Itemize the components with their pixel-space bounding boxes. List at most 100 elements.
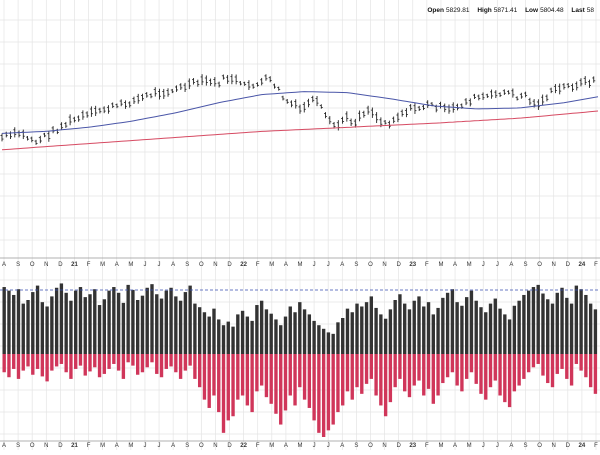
x-tick-label: J (143, 262, 146, 268)
indicator-bar-positive (503, 314, 507, 354)
indicator-bar-positive (155, 294, 159, 354)
indicator-bar-positive (112, 287, 116, 354)
ohlc-legend: Open 5829.81 High 5871.41 Low 5804.48 Last 5… (427, 7, 600, 14)
indicator-bar-positive (126, 284, 130, 354)
indicator-bar-positive (83, 297, 87, 354)
indicator-bar-negative (374, 354, 378, 396)
x-tick-label: M (128, 443, 133, 449)
indicator-bar-negative (364, 354, 369, 384)
indicator-bar-positive (255, 305, 259, 354)
indicator-bar-negative (226, 354, 230, 421)
indicator-bar-negative (302, 354, 307, 400)
indicator-bar-positive (374, 307, 378, 354)
indicator-bar-positive (107, 290, 111, 354)
indicator-bar-negative (436, 354, 440, 396)
x-tick-label: D (396, 443, 401, 449)
indicator-bar-positive (312, 320, 316, 354)
indicator-bar-positive (321, 328, 326, 354)
indicator-bar-positive (259, 300, 264, 354)
indicator-bar-negative (164, 354, 168, 369)
indicator-bar-negative (560, 354, 564, 369)
indicator-bar-positive (116, 292, 121, 354)
x-tick-label: A (2, 443, 6, 449)
indicator-bar-positive (21, 303, 25, 354)
indicator-bar-negative (259, 354, 264, 386)
indicator-bar-positive (217, 319, 221, 354)
indicator-bar-positive (584, 294, 588, 354)
indicator-bar-negative (155, 354, 159, 374)
indicator-bar-positive (269, 313, 273, 354)
indicator-bar-negative (12, 354, 16, 369)
indicator-bar-negative (150, 354, 154, 363)
indicator-bar-negative (83, 354, 87, 376)
x-tick-label: S (16, 443, 20, 449)
indicator-bar-negative (431, 354, 435, 404)
indicator-bar-negative (546, 354, 550, 384)
x-tick-label: N (552, 443, 556, 449)
indicator-bar-negative (350, 354, 354, 400)
indicator-bar-negative (7, 354, 11, 378)
indicator-bar-positive (407, 309, 412, 354)
x-tick-label: M (438, 443, 443, 449)
x-tick-label: J (158, 262, 161, 268)
indicator-bar-negative (131, 354, 135, 366)
x-tick-label: J (327, 262, 330, 268)
indicator-bar-positive (484, 312, 488, 354)
indicator-bar-negative (522, 354, 526, 379)
indicator-bar-positive (159, 298, 164, 354)
indicator-bar-negative (264, 354, 269, 398)
indicator-bar-negative (136, 354, 140, 375)
indicator-bar-positive (169, 287, 173, 354)
indicator-bar-negative (388, 354, 393, 403)
indicator-bar-negative (307, 354, 312, 408)
indicator-bar-negative (574, 354, 579, 364)
indicator-bar-positive (59, 283, 64, 354)
indicator-bar-negative (31, 354, 35, 375)
indicator-bar-positive (102, 299, 106, 354)
indicator-bar-negative (341, 354, 345, 406)
indicator-bar-positive (78, 287, 83, 354)
indicator-bar-positive (388, 309, 393, 354)
indicator-bar-positive (64, 292, 68, 354)
x-tick-label: D (566, 443, 571, 449)
indicator-bar-negative (26, 354, 30, 367)
indicator-bar-positive (555, 292, 559, 354)
ma-fast-line (1, 91, 599, 134)
indicator-bar-positive (307, 314, 312, 354)
x-tick-label: O (30, 262, 35, 268)
x-tick-label: F (256, 262, 260, 268)
indicator-bar-positive (40, 302, 45, 354)
indicator-bar-positive (212, 308, 216, 354)
indicator-bar-negative (445, 354, 450, 378)
indicator-bar-positive (131, 289, 135, 354)
indicator-bar-negative (159, 354, 164, 378)
indicator-bar-negative (50, 354, 54, 371)
indicator-bar-positive (507, 319, 512, 354)
x-tick-label: O (199, 443, 204, 449)
indicator-bar-positive (498, 308, 502, 354)
indicator-bar-negative (193, 354, 197, 379)
indicator-bar-positive (360, 306, 364, 354)
x-tick-label: J (327, 443, 330, 449)
indicator-bar-negative (541, 354, 545, 376)
indicator-bar-positive (298, 302, 302, 354)
x-tick-label: M (100, 262, 105, 268)
indicator-bar-positive (12, 294, 16, 354)
indicator-bar-positive (526, 290, 531, 354)
x-tick-label: N (213, 443, 217, 449)
indicator-bar-positive (417, 296, 421, 354)
x-tick-label: D (227, 443, 232, 449)
x-tick-label: D (227, 262, 232, 268)
indicator-bar-negative (202, 354, 207, 400)
indicator-bar-positive (379, 314, 383, 354)
x-tick-label: 23 (409, 262, 416, 268)
indicator-bar-negative (317, 354, 321, 433)
indicator-bar-positive (469, 290, 474, 354)
indicator-bar-positive (145, 287, 149, 354)
x-tick-label: A (284, 262, 288, 268)
x-tick-label: 23 (409, 443, 416, 449)
x-tick-label: 21 (71, 443, 78, 449)
indicator-bar-negative (298, 354, 302, 388)
indicator-bar-negative (526, 354, 531, 373)
indicator-bar-negative (40, 354, 45, 377)
